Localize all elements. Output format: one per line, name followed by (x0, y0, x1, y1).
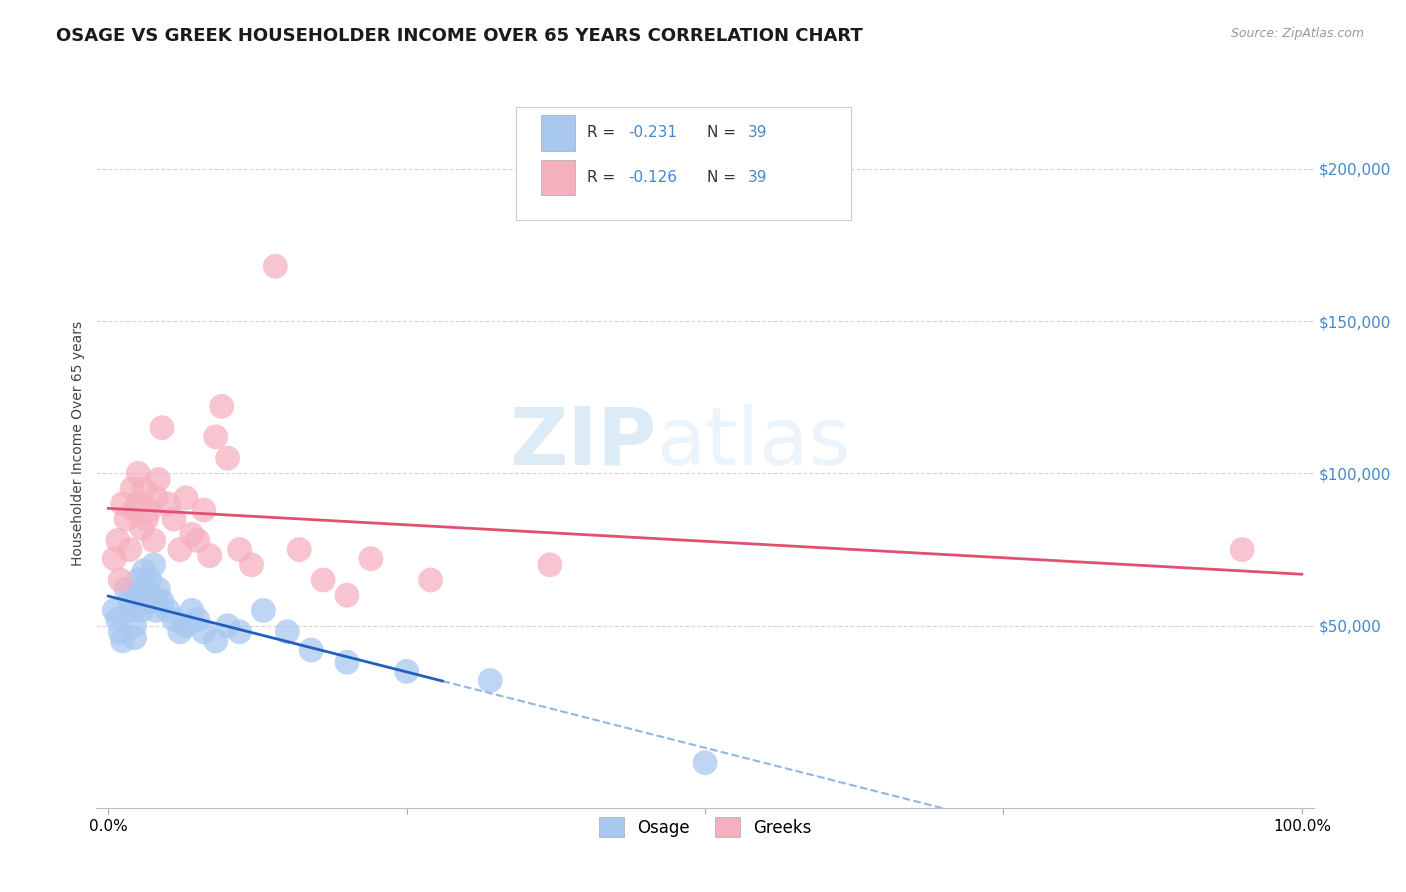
Point (156, 603, 179, 617)
Point (276, 624, 298, 639)
Point (163, 613, 186, 627)
Point (180, 603, 202, 617)
Point (479, 673, 502, 688)
Point (148, 473, 170, 487)
Text: -0.126: -0.126 (628, 169, 678, 185)
Point (180, 527, 202, 541)
Point (145, 491, 167, 505)
Point (107, 533, 129, 548)
Point (115, 582, 138, 596)
FancyBboxPatch shape (516, 107, 851, 220)
Point (336, 588, 359, 602)
Point (1230, 542, 1253, 557)
Point (217, 618, 239, 632)
Point (693, 756, 716, 770)
Point (131, 603, 153, 617)
Point (264, 260, 287, 274)
Point (118, 594, 141, 608)
Text: N =: N = (707, 169, 741, 185)
Point (139, 588, 162, 602)
Text: N =: N = (707, 126, 741, 140)
Point (107, 613, 129, 627)
Point (187, 533, 209, 548)
Point (169, 542, 191, 557)
Point (228, 542, 250, 557)
Text: atlas: atlas (657, 404, 851, 482)
Point (127, 573, 149, 587)
Legend: Osage, Greeks: Osage, Greeks (592, 810, 818, 844)
Point (135, 512, 157, 526)
Point (211, 400, 233, 414)
Point (156, 497, 179, 511)
Text: ZIP: ZIP (509, 404, 657, 482)
Point (204, 430, 226, 444)
Point (132, 564, 155, 578)
Point (193, 503, 215, 517)
Point (148, 582, 170, 596)
Point (124, 631, 146, 645)
Point (139, 573, 162, 587)
Text: Source: ZipAtlas.com: Source: ZipAtlas.com (1230, 27, 1364, 40)
Point (336, 655, 359, 669)
Point (169, 624, 191, 639)
Point (538, 558, 561, 572)
Point (103, 551, 125, 566)
Point (111, 634, 134, 648)
Point (163, 512, 186, 526)
Point (142, 558, 165, 572)
Point (150, 594, 173, 608)
Point (127, 467, 149, 481)
Point (174, 618, 197, 632)
Point (204, 634, 226, 648)
Point (132, 482, 155, 496)
Point (110, 624, 132, 639)
Text: -0.231: -0.231 (628, 126, 678, 140)
Point (198, 549, 221, 563)
Point (419, 573, 441, 587)
Point (132, 582, 155, 596)
Point (121, 482, 143, 496)
Point (299, 643, 322, 657)
Point (193, 624, 215, 639)
Point (103, 603, 125, 617)
Point (111, 497, 134, 511)
Point (121, 603, 143, 617)
Point (312, 573, 335, 587)
Point (118, 542, 141, 557)
Point (395, 665, 418, 679)
Bar (541, 115, 575, 151)
Text: 39: 39 (748, 126, 768, 140)
Point (115, 512, 138, 526)
Bar (541, 160, 575, 195)
Point (217, 451, 239, 466)
Point (135, 594, 157, 608)
Point (127, 588, 149, 602)
Point (131, 521, 153, 535)
Text: 39: 39 (748, 169, 768, 185)
Point (139, 503, 162, 517)
Point (124, 503, 146, 517)
Point (110, 573, 132, 587)
Y-axis label: Householder Income Over 65 years: Householder Income Over 65 years (72, 320, 86, 566)
Point (145, 594, 167, 608)
Point (252, 603, 274, 617)
Point (240, 558, 263, 572)
Text: R =: R = (586, 169, 620, 185)
Point (228, 624, 250, 639)
Point (174, 491, 197, 505)
Point (360, 551, 382, 566)
Point (187, 613, 209, 627)
Point (145, 603, 167, 617)
Point (150, 420, 173, 434)
Point (288, 542, 311, 557)
Text: OSAGE VS GREEK HOUSEHOLDER INCOME OVER 65 YEARS CORRELATION CHART: OSAGE VS GREEK HOUSEHOLDER INCOME OVER 6… (56, 27, 863, 45)
Text: R =: R = (586, 126, 620, 140)
Point (127, 497, 149, 511)
Point (124, 618, 146, 632)
Point (142, 533, 165, 548)
